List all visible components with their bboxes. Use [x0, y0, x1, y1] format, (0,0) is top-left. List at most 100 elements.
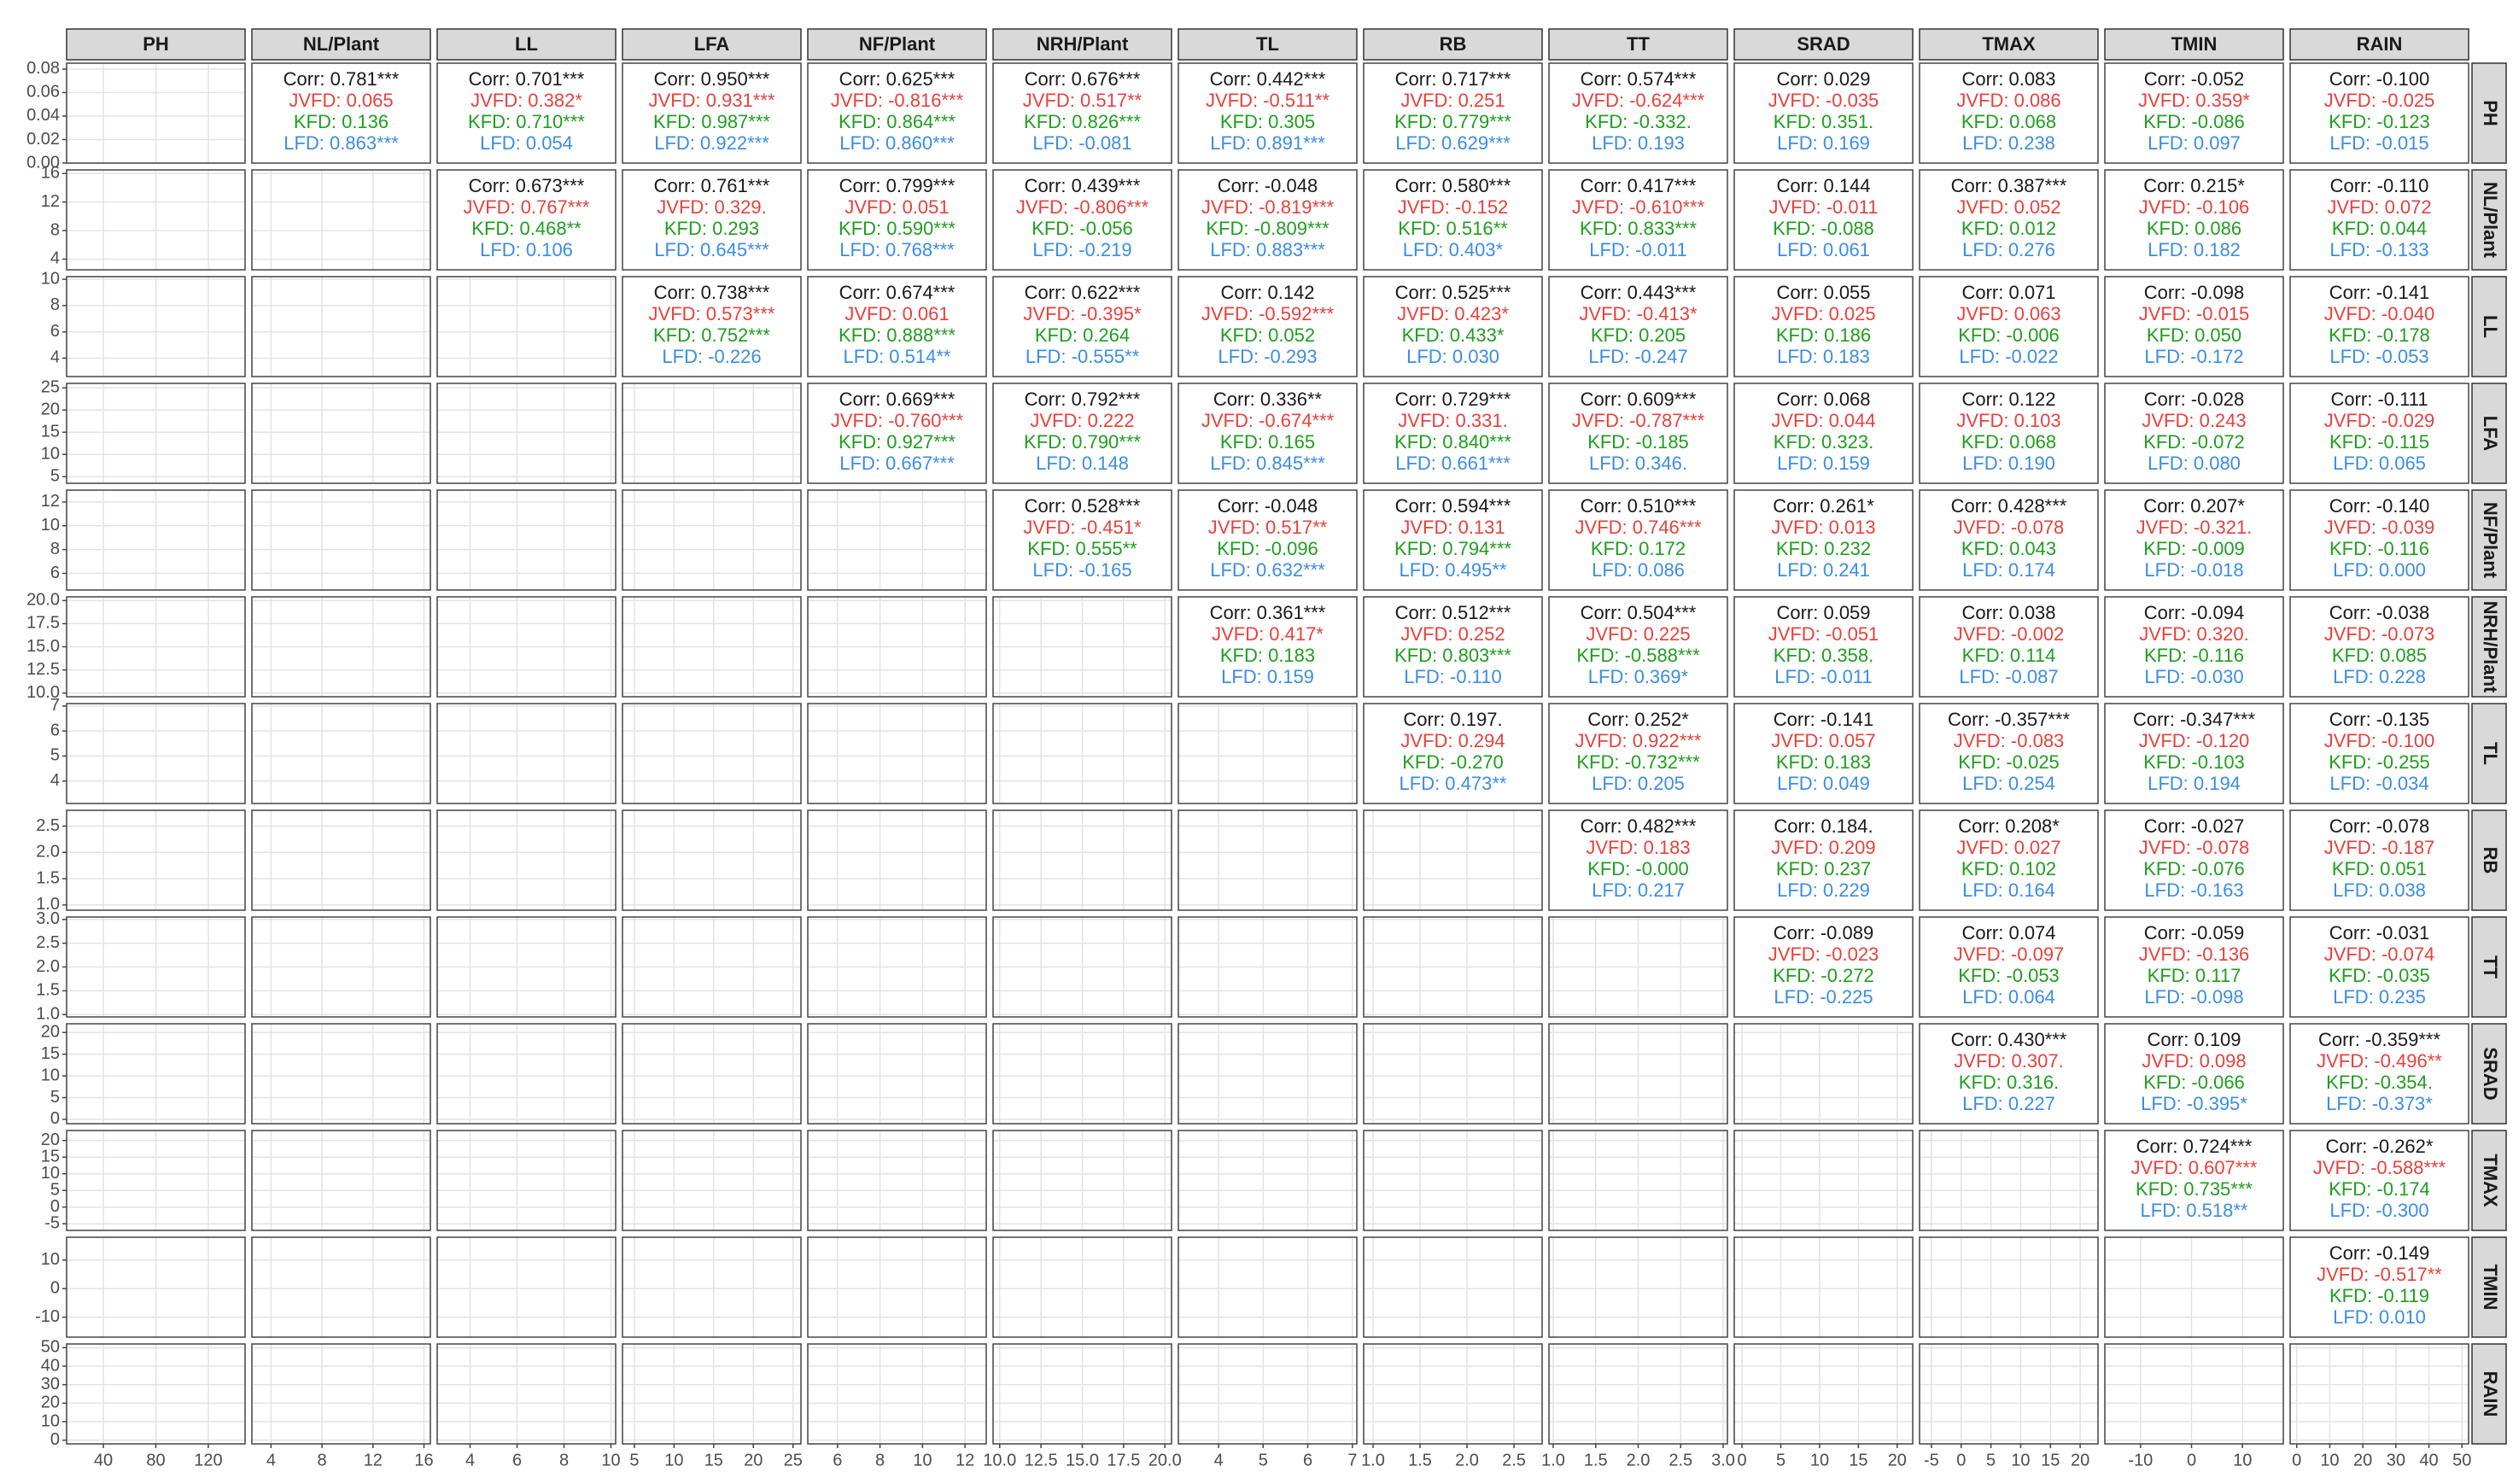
- x-tick-label: 15.0: [1066, 1451, 1099, 1469]
- correlation-text: LFD: 0.080: [2148, 453, 2241, 474]
- correlation-text: LFD: 0.205: [1592, 773, 1685, 794]
- panel: [622, 1024, 801, 1124]
- panel: [2105, 704, 2283, 803]
- row-label: NL/Plant: [2480, 182, 2501, 259]
- correlation-text: JVFD: -0.011: [1769, 196, 1879, 218]
- y-tick-label: 20: [41, 1131, 60, 1149]
- panel-border: [1919, 383, 2099, 484]
- panel: [1178, 1024, 1357, 1124]
- x-tick-label: 4: [1213, 1451, 1223, 1469]
- correlation-text: JVFD: 0.746***: [1575, 517, 1702, 538]
- correlation-text: Corr: 0.071: [1961, 282, 2055, 303]
- correlation-text: Corr: 0.184.: [1774, 815, 1873, 837]
- panel: [2105, 1131, 2283, 1230]
- correlation-text: JVFD: -0.321.: [2136, 517, 2253, 538]
- correlation-text: KFD: 0.710***: [468, 111, 585, 132]
- panel-border: [2104, 62, 2284, 164]
- correlation-text: Corr: 0.504***: [1581, 602, 1697, 623]
- correlation-text: KFD: 0.165: [1220, 431, 1315, 453]
- row-label: TL: [2480, 742, 2501, 765]
- correlation-text: JVFD: 0.057: [1771, 730, 1875, 751]
- x-tick-label: 10: [913, 1451, 932, 1469]
- panel-border: [2104, 916, 2284, 1018]
- panel-border: [2104, 1023, 2284, 1125]
- correlation-text: LFD: 0.661***: [1395, 453, 1511, 474]
- correlation-text: LFD: 0.183: [1777, 346, 1870, 367]
- panel-border: [436, 1130, 617, 1231]
- row-label: LL: [2480, 315, 2501, 338]
- correlation-text: JVFD: 0.607***: [2131, 1157, 2258, 1178]
- panel-border: [807, 1343, 987, 1445]
- panel: [1549, 490, 1727, 590]
- x-tick-label: 2.5: [1502, 1451, 1526, 1469]
- correlation-text: Corr: -0.048: [1218, 175, 1318, 196]
- correlation-text: Corr: 0.724***: [2136, 1136, 2253, 1157]
- correlation-text: JVFD: -0.002: [1954, 623, 2065, 645]
- correlation-text: LFD: 0.229: [1777, 879, 1870, 901]
- correlation-text: KFD: 0.183: [1220, 645, 1315, 666]
- panel: [1734, 1024, 1913, 1124]
- panel-border: [251, 169, 431, 271]
- correlation-text: LFD: 0.097: [2148, 132, 2241, 154]
- correlation-text: JVFD: -0.136: [2139, 944, 2250, 965]
- row-strip: [2471, 703, 2507, 804]
- correlation-text: LFD: 0.254: [1962, 773, 2055, 794]
- correlation-text: Corr: 0.950***: [654, 68, 770, 90]
- correlation-text: LFD: -0.011: [1589, 239, 1687, 260]
- panel-border: [251, 809, 431, 911]
- panel: [2105, 597, 2283, 697]
- panel-border: [436, 703, 617, 804]
- x-tick-label: 20: [2071, 1451, 2089, 1469]
- panel: [1549, 704, 1727, 803]
- correlation-text: KFD: -0.255: [2329, 751, 2430, 773]
- panel-border: [622, 489, 802, 591]
- column-strip: [66, 28, 246, 61]
- correlation-text: LFD: 0.863***: [283, 132, 399, 154]
- panel: [2290, 704, 2469, 803]
- panel: [2290, 383, 2469, 483]
- correlation-text: JVFD: 0.329.: [657, 196, 766, 218]
- row-label: RB: [2480, 847, 2501, 874]
- correlation-text: LFD: 0.518**: [2141, 1200, 2248, 1221]
- correlation-text: KFD: -0.178: [2329, 324, 2430, 346]
- correlation-text: JVFD: 0.307.: [1954, 1050, 2063, 1072]
- column-strip: [1363, 28, 1543, 61]
- correlation-text: JVFD: -0.039: [2324, 517, 2435, 538]
- panel-border: [1733, 1236, 1914, 1338]
- y-tick-label: 15.0: [26, 637, 60, 656]
- panel-border: [1919, 62, 2099, 164]
- panel: [1920, 1024, 2098, 1124]
- y-tick-label: 6: [50, 322, 60, 341]
- y-tick-label: 30: [41, 1375, 60, 1393]
- panel-border: [2104, 1130, 2284, 1231]
- panel-border: [1733, 703, 1914, 804]
- x-tick-label: 25: [784, 1451, 803, 1469]
- correlation-text: KFD: 0.086: [2147, 218, 2241, 239]
- panel-border: [622, 916, 802, 1018]
- panel: [1734, 597, 1913, 697]
- x-tick-label: 20: [2353, 1451, 2372, 1469]
- correlation-text: Corr: -0.110: [2330, 175, 2429, 196]
- correlation-text: JVFD: -0.083: [1954, 730, 2065, 751]
- correlation-text: Corr: -0.027: [2144, 815, 2244, 837]
- panel-border: [622, 276, 802, 377]
- y-tick-label: 6: [50, 721, 60, 739]
- y-tick-label: 16: [41, 163, 60, 182]
- correlation-text: JVFD: -0.610***: [1572, 196, 1705, 218]
- row-strip: [2471, 169, 2507, 271]
- correlation-text: JVFD: 0.294: [1400, 730, 1505, 751]
- panel: [1364, 1344, 1542, 1444]
- x-tick-label: 0: [1738, 1451, 1747, 1469]
- correlation-text: KFD: -0.076: [2143, 858, 2245, 879]
- correlation-text: KFD: -0.053: [1958, 965, 2060, 986]
- correlation-text: JVFD: -0.078: [2139, 837, 2250, 858]
- correlation-text: LFD: 0.883***: [1210, 239, 1325, 260]
- x-tick-label: 7: [1347, 1451, 1357, 1469]
- y-tick-label: 15: [41, 422, 60, 441]
- column-label: TT: [1627, 33, 1650, 55]
- correlation-text: JVFD: 0.052: [1956, 196, 2060, 218]
- correlation-text: KFD: -0.270: [1402, 751, 1504, 773]
- correlation-text: LFD: 0.182: [2148, 239, 2241, 260]
- correlation-text: JVFD: -0.787***: [1572, 410, 1705, 431]
- correlation-text: Corr: -0.149: [2329, 1242, 2429, 1264]
